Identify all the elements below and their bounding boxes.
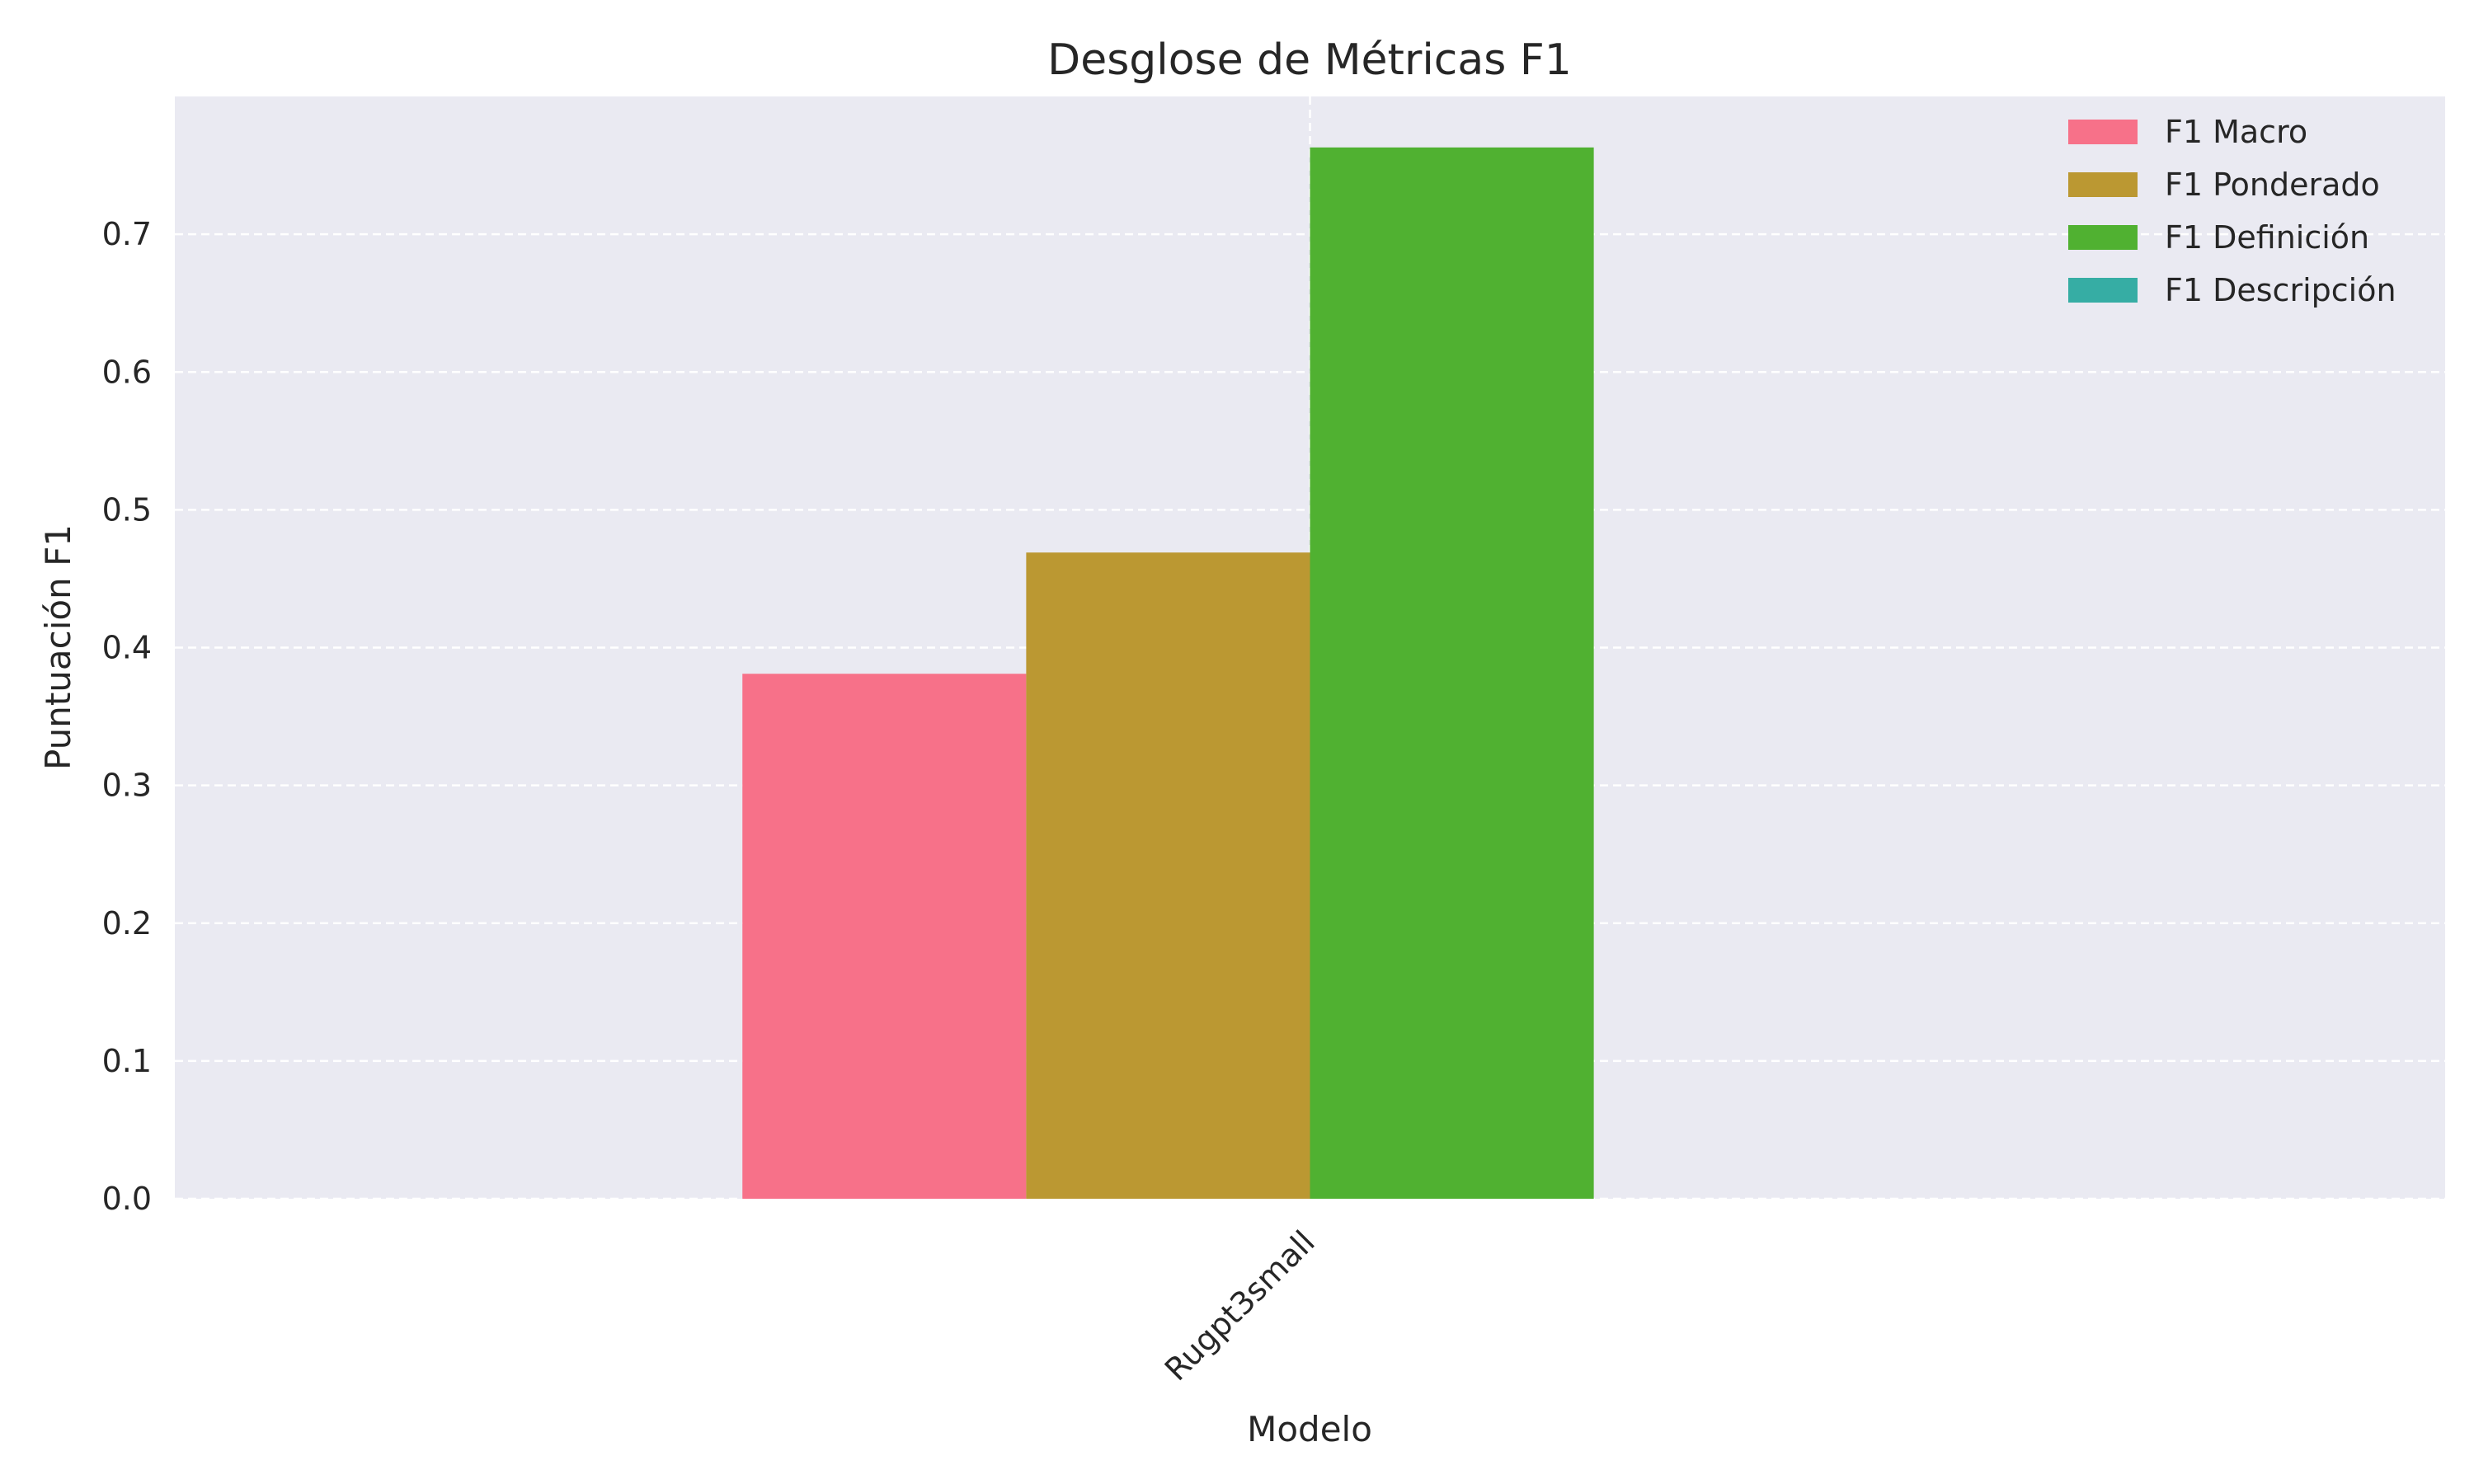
chart-title: Desglose de Métricas F1 bbox=[1047, 35, 1572, 85]
y-axis-ticks: 0.0 0.1 0.2 0.3 0.4 0.5 0.6 0.7 bbox=[102, 216, 152, 1217]
legend-swatch bbox=[2068, 278, 2138, 303]
legend-swatch bbox=[2068, 120, 2138, 144]
legend-label: F1 Definición bbox=[2165, 219, 2369, 256]
y-tick-label: 0.4 bbox=[102, 630, 152, 666]
legend-label: F1 Ponderado bbox=[2165, 167, 2380, 203]
legend: F1 Macro F1 Ponderado F1 Definición F1 Desc… bbox=[2068, 114, 2396, 308]
x-axis-label: Modelo bbox=[1247, 1409, 1372, 1449]
y-axis-label: Puntuación F1 bbox=[38, 524, 78, 770]
bar-f1-definici-n bbox=[1310, 147, 1594, 1200]
y-tick-label: 0.3 bbox=[102, 768, 152, 804]
y-tick-label: 0.5 bbox=[102, 491, 152, 528]
bars bbox=[742, 147, 1594, 1200]
y-tick-label: 0.6 bbox=[102, 354, 152, 390]
legend-swatch bbox=[2068, 172, 2138, 197]
bar-f1-ponderado bbox=[1026, 552, 1310, 1199]
y-tick-label: 0.7 bbox=[102, 216, 152, 252]
y-tick-label: 0.1 bbox=[102, 1043, 152, 1079]
y-tick-label: 0.0 bbox=[102, 1181, 152, 1217]
legend-swatch bbox=[2068, 225, 2138, 250]
legend-label: F1 Macro bbox=[2165, 114, 2307, 150]
bar-f1-macro bbox=[742, 674, 1027, 1199]
legend-label: F1 Descripción bbox=[2165, 272, 2396, 308]
y-tick-label: 0.2 bbox=[102, 905, 152, 942]
